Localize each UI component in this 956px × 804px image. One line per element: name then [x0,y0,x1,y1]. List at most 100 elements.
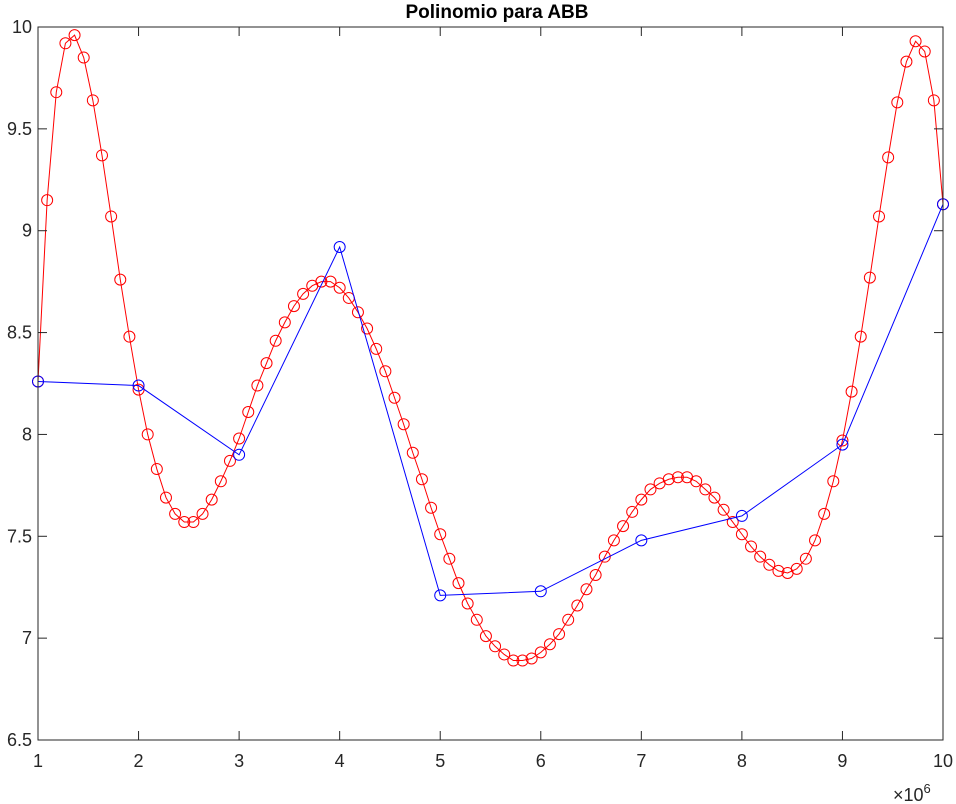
data-point [699,483,712,496]
data-point [543,638,556,651]
data-point [461,597,474,610]
data-point [882,151,895,164]
data-point [891,96,904,109]
data-point [425,501,438,514]
data-point [717,503,730,516]
x-tick-label: 10 [933,751,953,771]
series-line [37,204,944,596]
data-point [772,564,785,577]
data-point [571,599,584,612]
data-point [900,55,913,68]
data-point [86,94,99,107]
data-point [297,287,310,300]
x-tick-label: 6 [536,751,546,771]
data-point [607,534,620,547]
data-point [251,379,264,392]
x-axis-exponent-power: 6 [924,781,931,796]
data-point [553,628,566,641]
data-point [388,391,401,404]
plot-area [38,27,943,740]
data-point [745,540,758,553]
axes-box [37,26,944,741]
x-tick-label: 7 [636,751,646,771]
data-point [909,35,922,48]
y-tick-label: 8 [22,424,32,444]
data-point [799,552,812,565]
data-point [95,149,108,162]
data-point [141,428,154,441]
y-tick-label: 9.5 [7,119,32,139]
data-point [927,94,940,107]
data-point [233,432,246,445]
data-point [68,29,81,42]
data-point [114,273,127,286]
data-point [498,648,511,661]
data-point [863,271,876,284]
data-point [415,473,428,486]
ticks-layer: 1 2 3 4 5 6 7 8 9 10 6.5 7 7.5 8 8.5 9 9.5 10 [7,17,953,771]
x-tick-label: 1 [33,751,43,771]
data-point [315,275,328,288]
x-tick-label: 3 [234,751,244,771]
data-point [370,342,383,355]
data-point [77,51,90,64]
data-point [489,640,502,653]
data-point [333,281,346,294]
data-point [726,516,739,529]
data-point [635,493,648,506]
x-tick-label: 4 [335,751,345,771]
data-point [626,505,639,518]
data-point [735,509,748,522]
data-point [205,493,218,506]
chart-title: Polinomio para ABB [406,2,589,23]
y-tick-label: 9 [22,221,32,241]
data-point [534,585,547,598]
data-point [470,613,483,626]
data-point [836,438,849,451]
data-point [516,654,529,667]
data-point [617,520,630,533]
data-point [278,316,291,329]
x-tick-label: 5 [435,751,445,771]
x-tick-label: 2 [134,751,144,771]
series-2 [32,198,949,602]
x-axis-exponent: ×106 [893,781,931,804]
data-point [735,528,748,541]
x-tick-label: 8 [737,751,747,771]
data-point [41,194,54,207]
data-point [525,652,538,665]
data-point [159,491,172,504]
data-point [178,516,191,529]
data-point [635,534,648,547]
data-point [580,583,593,596]
data-point [836,434,849,447]
data-point [443,552,456,565]
data-point [105,210,118,223]
data-point [662,473,675,486]
data-point [351,306,364,319]
data-point [754,550,767,563]
data-point [434,589,447,602]
data-point [763,558,776,571]
y-tick-label: 7.5 [7,526,32,546]
series-1 [32,29,949,667]
data-point [406,446,419,459]
y-tick-label: 10 [12,17,32,37]
data-point [287,300,300,313]
data-point [223,454,236,467]
data-point [50,86,63,99]
data-point [873,210,886,223]
data-point [379,365,392,378]
data-point [214,475,227,488]
y-tick-label: 6.5 [7,730,32,750]
data-point [845,385,858,398]
x-tick-label: 9 [837,751,847,771]
data-point [644,483,657,496]
data-point [333,241,346,254]
data-point [169,507,182,520]
data-point [918,45,931,58]
data-point [59,37,72,50]
y-tick-label: 7 [22,628,32,648]
x-axis-exponent-base: ×10 [893,785,924,804]
